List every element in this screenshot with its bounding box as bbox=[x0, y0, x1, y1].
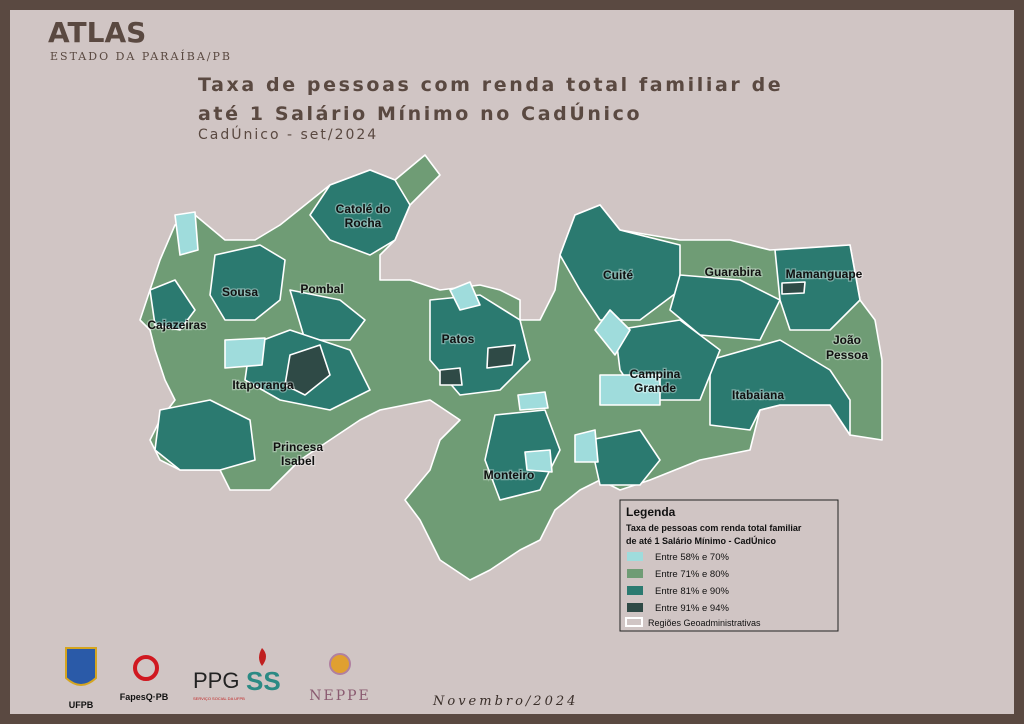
date: Novembro/2024 bbox=[432, 694, 578, 709]
region bbox=[309, 169, 411, 256]
region bbox=[484, 409, 561, 501]
region-label: Isabel bbox=[281, 454, 315, 468]
region bbox=[574, 429, 599, 463]
legend-subtitle: de até 1 Salário Mínimo - CadÚnico bbox=[626, 535, 777, 546]
region bbox=[209, 244, 286, 321]
map-title: até 1 Salário Mínimo no CadÚnico bbox=[198, 101, 642, 125]
region-label: Monteiro bbox=[484, 468, 535, 482]
region bbox=[559, 204, 681, 321]
region bbox=[517, 391, 549, 411]
ppgss-flame bbox=[259, 648, 266, 666]
legend-label: Entre 58% e 70% bbox=[655, 552, 729, 563]
region bbox=[781, 281, 806, 295]
region bbox=[524, 449, 553, 473]
region bbox=[589, 429, 661, 486]
legend-swatch bbox=[627, 586, 643, 595]
ufpb-crest bbox=[65, 647, 97, 686]
atlas-subtitle: ESTADO DA PARAÍBA/PB bbox=[50, 49, 232, 63]
region-label: Pessoa bbox=[826, 348, 868, 362]
logo-text: NEPPE bbox=[309, 688, 371, 704]
region bbox=[149, 279, 196, 331]
region bbox=[594, 309, 631, 356]
fapesq-mark bbox=[133, 655, 159, 681]
legend-label: Entre 91% e 94% bbox=[655, 603, 729, 614]
logo-text: SS bbox=[246, 666, 281, 696]
region-labels: Catolé do Rocha Sousa Pombal Cajazeiras … bbox=[146, 201, 870, 484]
legend-label: Entre 81% e 90% bbox=[655, 586, 729, 597]
logos: UFPB FapesQ·PB PPG SS SERVIÇO SOCIAL DA … bbox=[65, 647, 371, 710]
region-label: João bbox=[833, 333, 861, 347]
legend-swatch bbox=[627, 603, 643, 612]
region bbox=[669, 274, 781, 341]
region-label: Cajazeiras bbox=[147, 318, 207, 332]
map-subtitle: CadÚnico - set/2024 bbox=[198, 125, 378, 143]
atlas-title: ATLAS bbox=[48, 16, 146, 49]
region bbox=[289, 289, 366, 341]
region-label: Cuité bbox=[603, 268, 633, 282]
region bbox=[439, 367, 463, 386]
legend-subtitle: Taxa de pessoas com renda total familiar bbox=[626, 523, 802, 533]
boundary-swatch bbox=[625, 617, 643, 627]
region bbox=[486, 344, 516, 369]
logo-text: UFPB bbox=[69, 700, 94, 710]
region-label: Pombal bbox=[300, 282, 343, 296]
map-title: Taxa de pessoas com renda total familiar… bbox=[198, 74, 783, 96]
region bbox=[709, 339, 851, 436]
region-label: Campina bbox=[630, 367, 681, 381]
legend-swatch bbox=[627, 552, 643, 561]
region bbox=[224, 337, 266, 369]
region-label: Itaporanga bbox=[232, 378, 294, 392]
legend-label: Regiões Geoadministrativas bbox=[648, 618, 761, 628]
legend: Legenda Taxa de pessoas com renda total … bbox=[619, 499, 839, 632]
region-label: Princesa bbox=[273, 440, 323, 454]
region-label: Grande bbox=[634, 381, 676, 395]
region-label: Patos bbox=[442, 332, 475, 346]
region bbox=[774, 244, 861, 331]
region-label: Itabaiana bbox=[732, 388, 784, 402]
legend-box bbox=[619, 499, 839, 632]
region-label: Sousa bbox=[222, 285, 258, 299]
legend-label: Entre 71% e 80% bbox=[655, 569, 729, 580]
region bbox=[449, 281, 481, 311]
region-label: Catolé do bbox=[336, 202, 391, 216]
region bbox=[599, 374, 661, 406]
region-label: Mamanguape bbox=[786, 267, 863, 281]
region bbox=[154, 399, 256, 471]
region bbox=[174, 211, 199, 256]
neppe-mark bbox=[329, 653, 351, 675]
map bbox=[139, 154, 883, 581]
region-label: Rocha bbox=[345, 216, 382, 230]
region bbox=[284, 344, 331, 396]
region-label: Guarabira bbox=[705, 265, 762, 279]
logo-text: FapesQ·PB bbox=[120, 692, 169, 702]
logo-text: SERVIÇO SOCIAL DA UFPB bbox=[193, 696, 245, 701]
legend-swatch bbox=[627, 569, 643, 578]
logo-text: PPG bbox=[193, 668, 239, 693]
legend-title: Legenda bbox=[626, 505, 676, 519]
